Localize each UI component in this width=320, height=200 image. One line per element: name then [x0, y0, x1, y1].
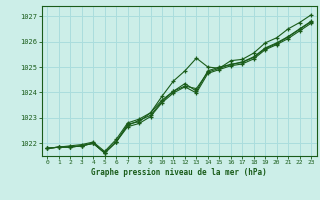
- X-axis label: Graphe pression niveau de la mer (hPa): Graphe pression niveau de la mer (hPa): [91, 168, 267, 177]
